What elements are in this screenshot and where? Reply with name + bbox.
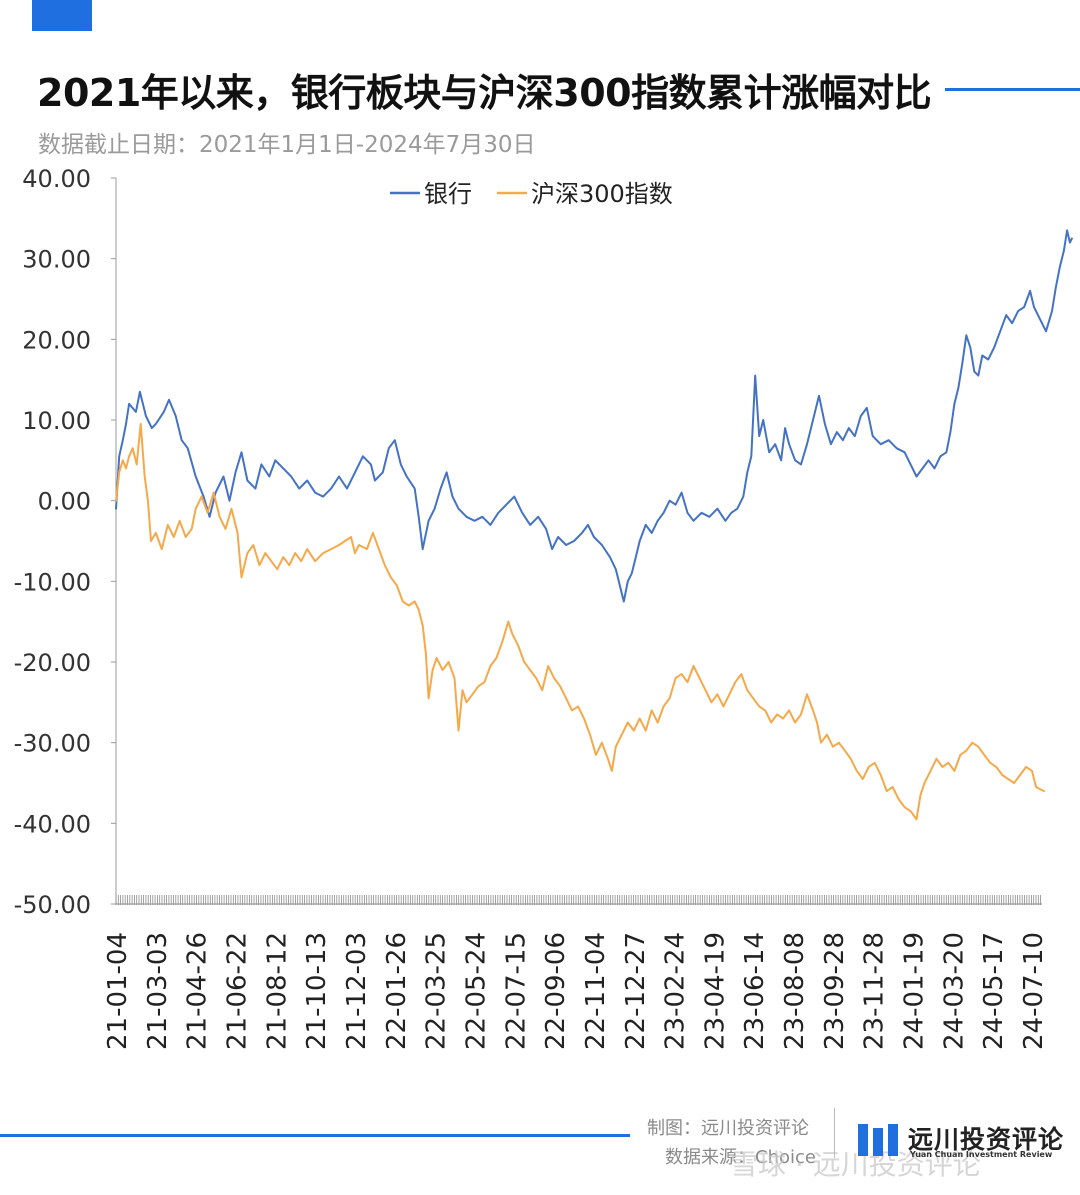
x-tick-label: 22-09-06	[541, 932, 571, 1050]
data-source-credit: 数据来源：Choice	[665, 1147, 816, 1168]
footer-divider	[834, 1108, 835, 1158]
x-tick-label: 24-05-17	[979, 932, 1009, 1050]
x-tick-label: 21-12-03	[342, 932, 372, 1050]
title-accent-rule	[945, 88, 1080, 91]
legend-label: 银行	[424, 180, 472, 208]
x-tick-label: 23-04-19	[700, 932, 730, 1050]
x-tick-label: 23-06-14	[740, 932, 770, 1050]
y-tick-label: 20.00	[22, 326, 91, 354]
chart-maker-credit: 制图：远川投资评论	[647, 1118, 809, 1139]
x-tick-label: 21-01-04	[103, 932, 133, 1050]
legend-item-hs300: 沪深300指数	[497, 180, 673, 208]
legend: 银行 沪深300指数	[390, 180, 673, 208]
plot-area	[116, 178, 1042, 904]
y-tick-label: -50.00	[14, 891, 91, 919]
legend-label: 沪深300指数	[531, 180, 673, 208]
logo-subtext: Yuan Chuan Investment Review	[910, 1150, 1053, 1159]
x-tick-label: 23-08-08	[780, 932, 810, 1050]
y-tick-label: 0.00	[38, 488, 91, 516]
x-tick-label: 24-01-19	[900, 932, 930, 1050]
page-title: 2021年以来，银行板块与沪深300指数累计涨幅对比	[37, 71, 932, 115]
x-tick-label: 21-06-22	[223, 932, 253, 1050]
legend-item-bank: 银行	[390, 180, 472, 208]
series-layer	[115, 229, 1073, 821]
x-tick-label: 23-02-24	[661, 932, 691, 1050]
x-tick-label: 22-03-25	[422, 932, 452, 1050]
x-tick-label: 22-12-27	[621, 932, 651, 1050]
x-tick-label: 23-09-28	[820, 932, 850, 1050]
y-tick-label: -40.00	[14, 810, 91, 838]
series-line-hs300	[115, 423, 1045, 821]
x-axis-tick-strip	[115, 895, 1041, 905]
x-tick-label: 22-01-26	[382, 932, 412, 1050]
footer-accent-line	[0, 1134, 630, 1137]
y-tick-label: 30.00	[22, 246, 91, 274]
x-tick-label: 24-07-10	[1019, 932, 1049, 1050]
watermark: 雪球 · 远川投资评论	[730, 1148, 981, 1181]
series-line-bank	[115, 229, 1073, 603]
x-tick-label: 22-11-04	[581, 932, 611, 1050]
x-tick-label: 24-03-20	[939, 932, 969, 1050]
x-tick-label: 21-10-13	[302, 932, 332, 1050]
y-tick-label: 40.00	[22, 165, 91, 193]
x-tick-label: 23-11-28	[860, 932, 890, 1050]
x-tick-label: 21-03-03	[143, 932, 173, 1050]
y-tick-label: -20.00	[14, 649, 91, 677]
top-accent-block	[32, 0, 92, 31]
logo-text: 远川投资评论	[908, 1125, 1065, 1154]
x-tick-label: 22-05-24	[462, 932, 492, 1050]
y-tick-label: 10.00	[22, 407, 91, 435]
line-chart: 40.00 30.00 20.00 10.00 0.00 -10.00 -20.00 -30.…	[14, 165, 1073, 1050]
x-tick-label: 21-08-12	[262, 932, 292, 1050]
y-tick-label: -10.00	[14, 568, 91, 596]
page-subtitle: 数据截止日期：2021年1月1日-2024年7月30日	[38, 132, 536, 158]
x-tick-label: 22-07-15	[501, 932, 531, 1050]
x-tick-label: 21-04-26	[183, 932, 213, 1050]
axes: 40.00 30.00 20.00 10.00 0.00 -10.00 -20.00 -30.…	[14, 165, 1049, 1050]
logo-icon	[858, 1124, 898, 1156]
y-tick-label: -30.00	[14, 730, 91, 758]
